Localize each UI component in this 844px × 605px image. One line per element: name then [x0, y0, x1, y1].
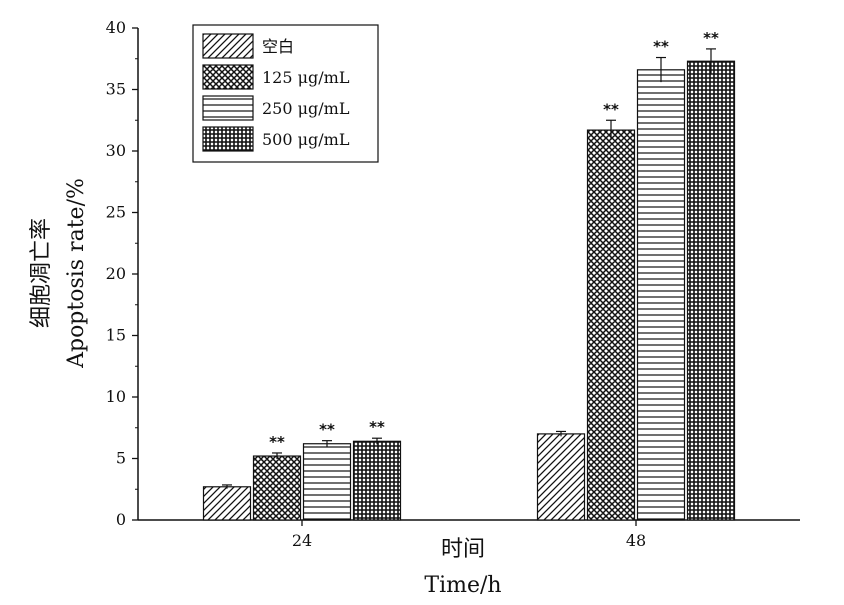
x-ticks: 24 48: [292, 520, 646, 550]
y-tick-label: 5: [116, 449, 126, 468]
significance-label: **: [369, 418, 385, 436]
x-tick-label: 24: [292, 531, 312, 550]
y-tick-label: 10: [106, 387, 126, 406]
significance-label: **: [603, 100, 619, 118]
legend-label: 500 μg/mL: [262, 130, 350, 149]
significance-label: **: [703, 29, 719, 47]
legend-swatch: [202, 64, 254, 90]
legend: 空白 125 μg/mL 250 μg/mL 500 μg/mL: [192, 24, 379, 163]
y-tick-label: 25: [106, 203, 126, 222]
legend-swatch: [202, 126, 254, 152]
legend-label: 250 μg/mL: [262, 99, 350, 118]
bar: [586, 129, 636, 521]
bar: [686, 60, 736, 521]
legend-swatch: [202, 33, 254, 59]
bar: [202, 486, 252, 521]
x-axis-title-en: Time/h: [424, 573, 501, 598]
bar: [252, 455, 302, 521]
bar: [302, 443, 352, 521]
legend-label: 空白: [262, 37, 294, 56]
y-tick-label: 40: [106, 18, 126, 37]
y-tick-label: 35: [106, 80, 126, 99]
significance-label: **: [319, 421, 335, 439]
y-tick-label: 20: [106, 264, 126, 283]
significance-label: **: [653, 38, 669, 56]
y-axis-title-en: Apoptosis rate/%: [64, 178, 89, 369]
y-tick-label: 0: [116, 510, 126, 529]
legend-swatch: [202, 95, 254, 121]
bars: ** ** ** ** ** **: [202, 29, 736, 521]
y-tick-label: 30: [106, 141, 126, 160]
y-axis-title-cn: 细胞凋亡率: [29, 218, 54, 328]
legend-label: 125 μg/mL: [262, 68, 350, 87]
bar: [636, 69, 686, 521]
significance-label: **: [269, 433, 285, 451]
bar: [536, 433, 586, 521]
y-tick-label: 15: [106, 326, 126, 345]
x-axis-title-cn: 时间: [441, 537, 485, 562]
x-tick-label: 48: [626, 531, 646, 550]
y-ticks: 0 5 10 15 20 25 30 35 40: [106, 18, 138, 529]
bar: [352, 440, 402, 521]
